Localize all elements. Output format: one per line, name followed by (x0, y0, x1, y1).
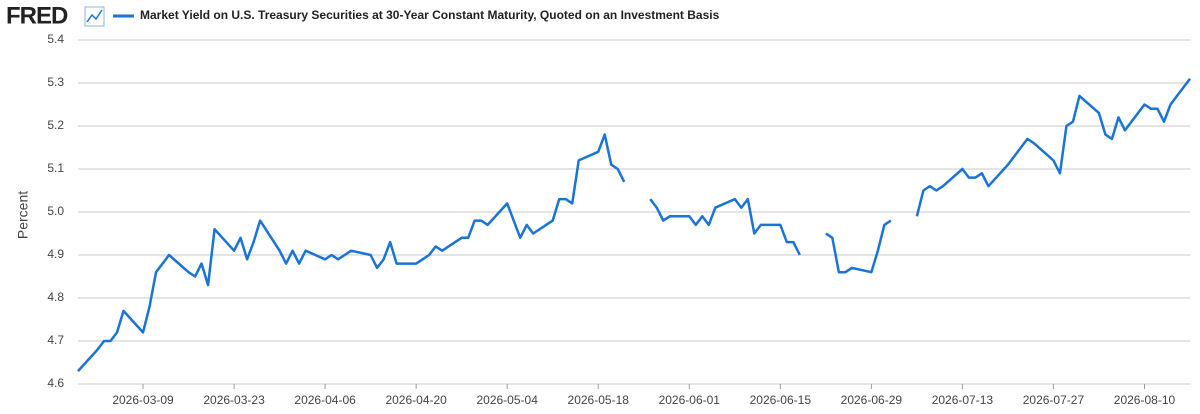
y-tick-label: 4.8 (47, 290, 64, 304)
y-tick-label: 5.3 (47, 75, 64, 89)
x-tick-label: 2026-08-10 (1114, 393, 1176, 407)
y-tick-label: 5.1 (47, 161, 64, 175)
x-tick-label: 2026-07-13 (932, 393, 994, 407)
logo-icon (84, 6, 105, 27)
x-tick-label: 2026-04-06 (294, 393, 356, 407)
x-tick-label: 2026-03-23 (203, 393, 265, 407)
y-tick-label: 4.6 (47, 376, 64, 390)
x-tick-label: 2026-06-01 (659, 393, 721, 407)
x-tick-label: 2026-05-04 (476, 393, 538, 407)
x-tick-label: 2026-06-29 (841, 393, 903, 407)
logo: FRED (6, 2, 68, 29)
x-tick-label: 2026-04-20 (385, 393, 447, 407)
y-tick-label: 5.4 (47, 32, 64, 46)
x-tick-label: 2026-03-09 (112, 393, 174, 407)
x-tick-label: 2026-07-27 (1023, 393, 1085, 407)
y-tick-label: 4.9 (47, 247, 64, 261)
line-series (77, 77, 1191, 372)
y-axis-label: Percent (15, 191, 31, 239)
y-tick-label: 5.2 (47, 118, 64, 132)
x-tick-label: 2026-05-18 (568, 393, 630, 407)
y-tick-label: 5.0 (47, 204, 64, 218)
x-tick-label: 2026-06-15 (750, 393, 812, 407)
y-tick-label: 4.7 (47, 333, 64, 347)
legend-label: Market Yield on U.S. Treasury Securities… (140, 8, 720, 22)
